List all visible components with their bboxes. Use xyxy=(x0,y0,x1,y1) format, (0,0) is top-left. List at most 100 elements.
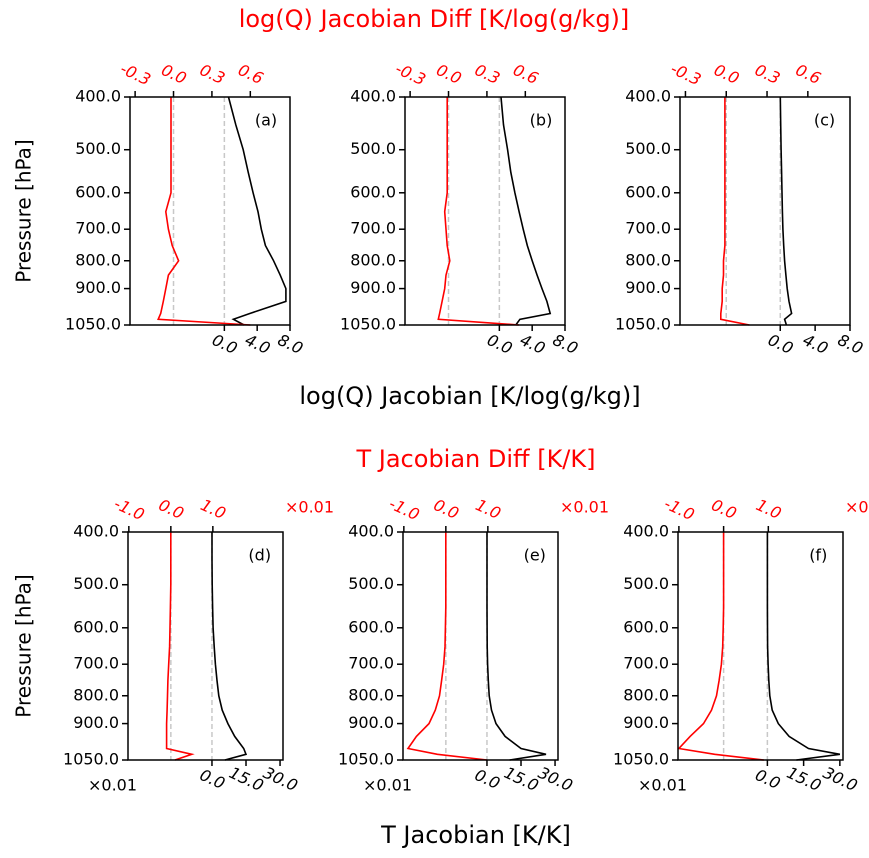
y-tick-label: 900.0 xyxy=(625,278,671,297)
bottom-title: T Jacobian Diff [K/K] xyxy=(355,445,595,473)
y-tick-label: 1050.0 xyxy=(340,315,396,334)
y-tick-label: 600.0 xyxy=(625,182,671,201)
x-offset-label: ×0.01 xyxy=(88,776,137,795)
profile-line xyxy=(227,96,287,326)
x2-tick-label: 0.3 xyxy=(472,60,503,88)
x-tick-label: 30.0 xyxy=(535,763,575,795)
x2-offset-label: ×0.01 xyxy=(845,498,869,517)
y-tick-label: 500.0 xyxy=(348,574,394,593)
y-tick-label: 400.0 xyxy=(623,522,669,541)
bottom-x-label: T Jacobian [K/K] xyxy=(380,821,571,849)
x2-offset-label: ×0.01 xyxy=(560,498,609,517)
y-axis-label: Pressure [hPa] xyxy=(12,139,36,282)
x2-tick-label: 1.0 xyxy=(198,495,229,523)
y-tick-label: 800.0 xyxy=(348,685,394,704)
profile-line xyxy=(766,532,841,761)
x2-tick-label: 1.0 xyxy=(753,495,784,523)
profile-line xyxy=(211,532,248,761)
panel-label: (f) xyxy=(809,546,827,565)
y-tick-label: 600.0 xyxy=(75,182,121,201)
y-tick-label: 900.0 xyxy=(348,713,394,732)
x-tick-label: 0.0 xyxy=(197,765,228,793)
x2-tick-label: -0.3 xyxy=(117,59,153,89)
panel-label: (a) xyxy=(255,111,277,130)
y-tick-label: 800.0 xyxy=(73,685,119,704)
profile-line xyxy=(165,532,195,761)
x2-tick-label: -1.0 xyxy=(386,494,422,524)
y-tick-label: 500.0 xyxy=(350,139,396,158)
profile-line xyxy=(486,532,547,761)
x2-offset-label: ×0.01 xyxy=(285,498,334,517)
profile-line xyxy=(406,532,488,761)
profile-line xyxy=(677,532,764,761)
panel-label: (e) xyxy=(524,546,546,565)
x2-tick-label: 0.0 xyxy=(711,60,742,88)
profile-line xyxy=(157,97,251,326)
y-tick-label: 400.0 xyxy=(625,87,671,106)
y-tick-label: 600.0 xyxy=(73,617,119,636)
y-tick-label: 500.0 xyxy=(625,139,671,158)
y-tick-label: 700.0 xyxy=(73,654,119,673)
x2-tick-label: 0.0 xyxy=(708,495,739,523)
y-tick-label: 700.0 xyxy=(350,219,396,238)
profile-line xyxy=(720,97,750,326)
y-tick-label: 900.0 xyxy=(75,278,121,297)
x-offset-label: ×0.01 xyxy=(638,776,687,795)
x-tick-label: 0.0 xyxy=(484,330,515,358)
x2-tick-label: 0.6 xyxy=(793,60,824,88)
x-tick-label: 0.0 xyxy=(472,765,503,793)
y-tick-label: 600.0 xyxy=(350,182,396,201)
y-tick-label: 900.0 xyxy=(73,713,119,732)
x2-tick-label: -0.3 xyxy=(668,59,704,89)
x-tick-label: 30.0 xyxy=(260,763,300,795)
y-tick-label: 1050.0 xyxy=(65,315,121,334)
axes-frame xyxy=(679,96,851,326)
y-tick-label: 400.0 xyxy=(348,522,394,541)
x-tick-label: 8.0 xyxy=(835,330,866,358)
x2-tick-label: 0.6 xyxy=(235,60,266,88)
y-tick-label: 700.0 xyxy=(625,219,671,238)
x2-tick-label: 0.3 xyxy=(197,60,228,88)
axes-frame xyxy=(129,96,291,326)
x-tick-label: 8.0 xyxy=(550,330,581,358)
x-tick-label: 30.0 xyxy=(820,763,860,795)
x-tick-label: 0.0 xyxy=(765,330,796,358)
x2-tick-label: 0.3 xyxy=(752,60,783,88)
x2-tick-label: 0.0 xyxy=(431,495,462,523)
top-title: log(Q) Jacobian Diff [K/log(g/kg)] xyxy=(239,5,630,33)
axes-frame xyxy=(677,531,844,761)
x2-tick-label: 0.0 xyxy=(433,60,464,88)
y-tick-label: 400.0 xyxy=(73,522,119,541)
y-tick-label: 700.0 xyxy=(623,654,669,673)
y-tick-label: 600.0 xyxy=(623,617,669,636)
y-tick-label: 700.0 xyxy=(75,219,121,238)
x2-tick-label: 1.0 xyxy=(473,495,504,523)
x-tick-label: 4.0 xyxy=(800,330,831,358)
x2-tick-label: -0.3 xyxy=(392,59,428,89)
y-tick-label: 600.0 xyxy=(348,617,394,636)
y-axis-label: Pressure [hPa] xyxy=(12,574,36,717)
x2-tick-label: 0.0 xyxy=(156,495,187,523)
x-tick-label: 0.0 xyxy=(209,330,240,358)
y-tick-label: 900.0 xyxy=(623,713,669,732)
y-tick-label: 900.0 xyxy=(350,278,396,297)
y-tick-label: 700.0 xyxy=(348,654,394,673)
y-tick-label: 500.0 xyxy=(75,139,121,158)
panel-label: (d) xyxy=(248,546,271,565)
profile-line xyxy=(779,96,793,326)
x-offset-label: ×0.01 xyxy=(363,776,412,795)
y-tick-label: 1050.0 xyxy=(613,750,669,769)
y-tick-label: 500.0 xyxy=(623,574,669,593)
y-tick-label: 800.0 xyxy=(75,250,121,269)
panel-label: (b) xyxy=(530,111,553,130)
y-tick-label: 400.0 xyxy=(350,87,396,106)
x-tick-label: 0.0 xyxy=(752,765,783,793)
x-tick-label: 15.0 xyxy=(784,763,824,795)
y-tick-label: 800.0 xyxy=(623,685,669,704)
x-tick-label: 8.0 xyxy=(275,330,306,358)
x2-tick-label: 0.0 xyxy=(158,60,189,88)
axes-frame xyxy=(127,531,284,761)
axes-frame xyxy=(402,531,559,761)
y-tick-label: 1050.0 xyxy=(338,750,394,769)
